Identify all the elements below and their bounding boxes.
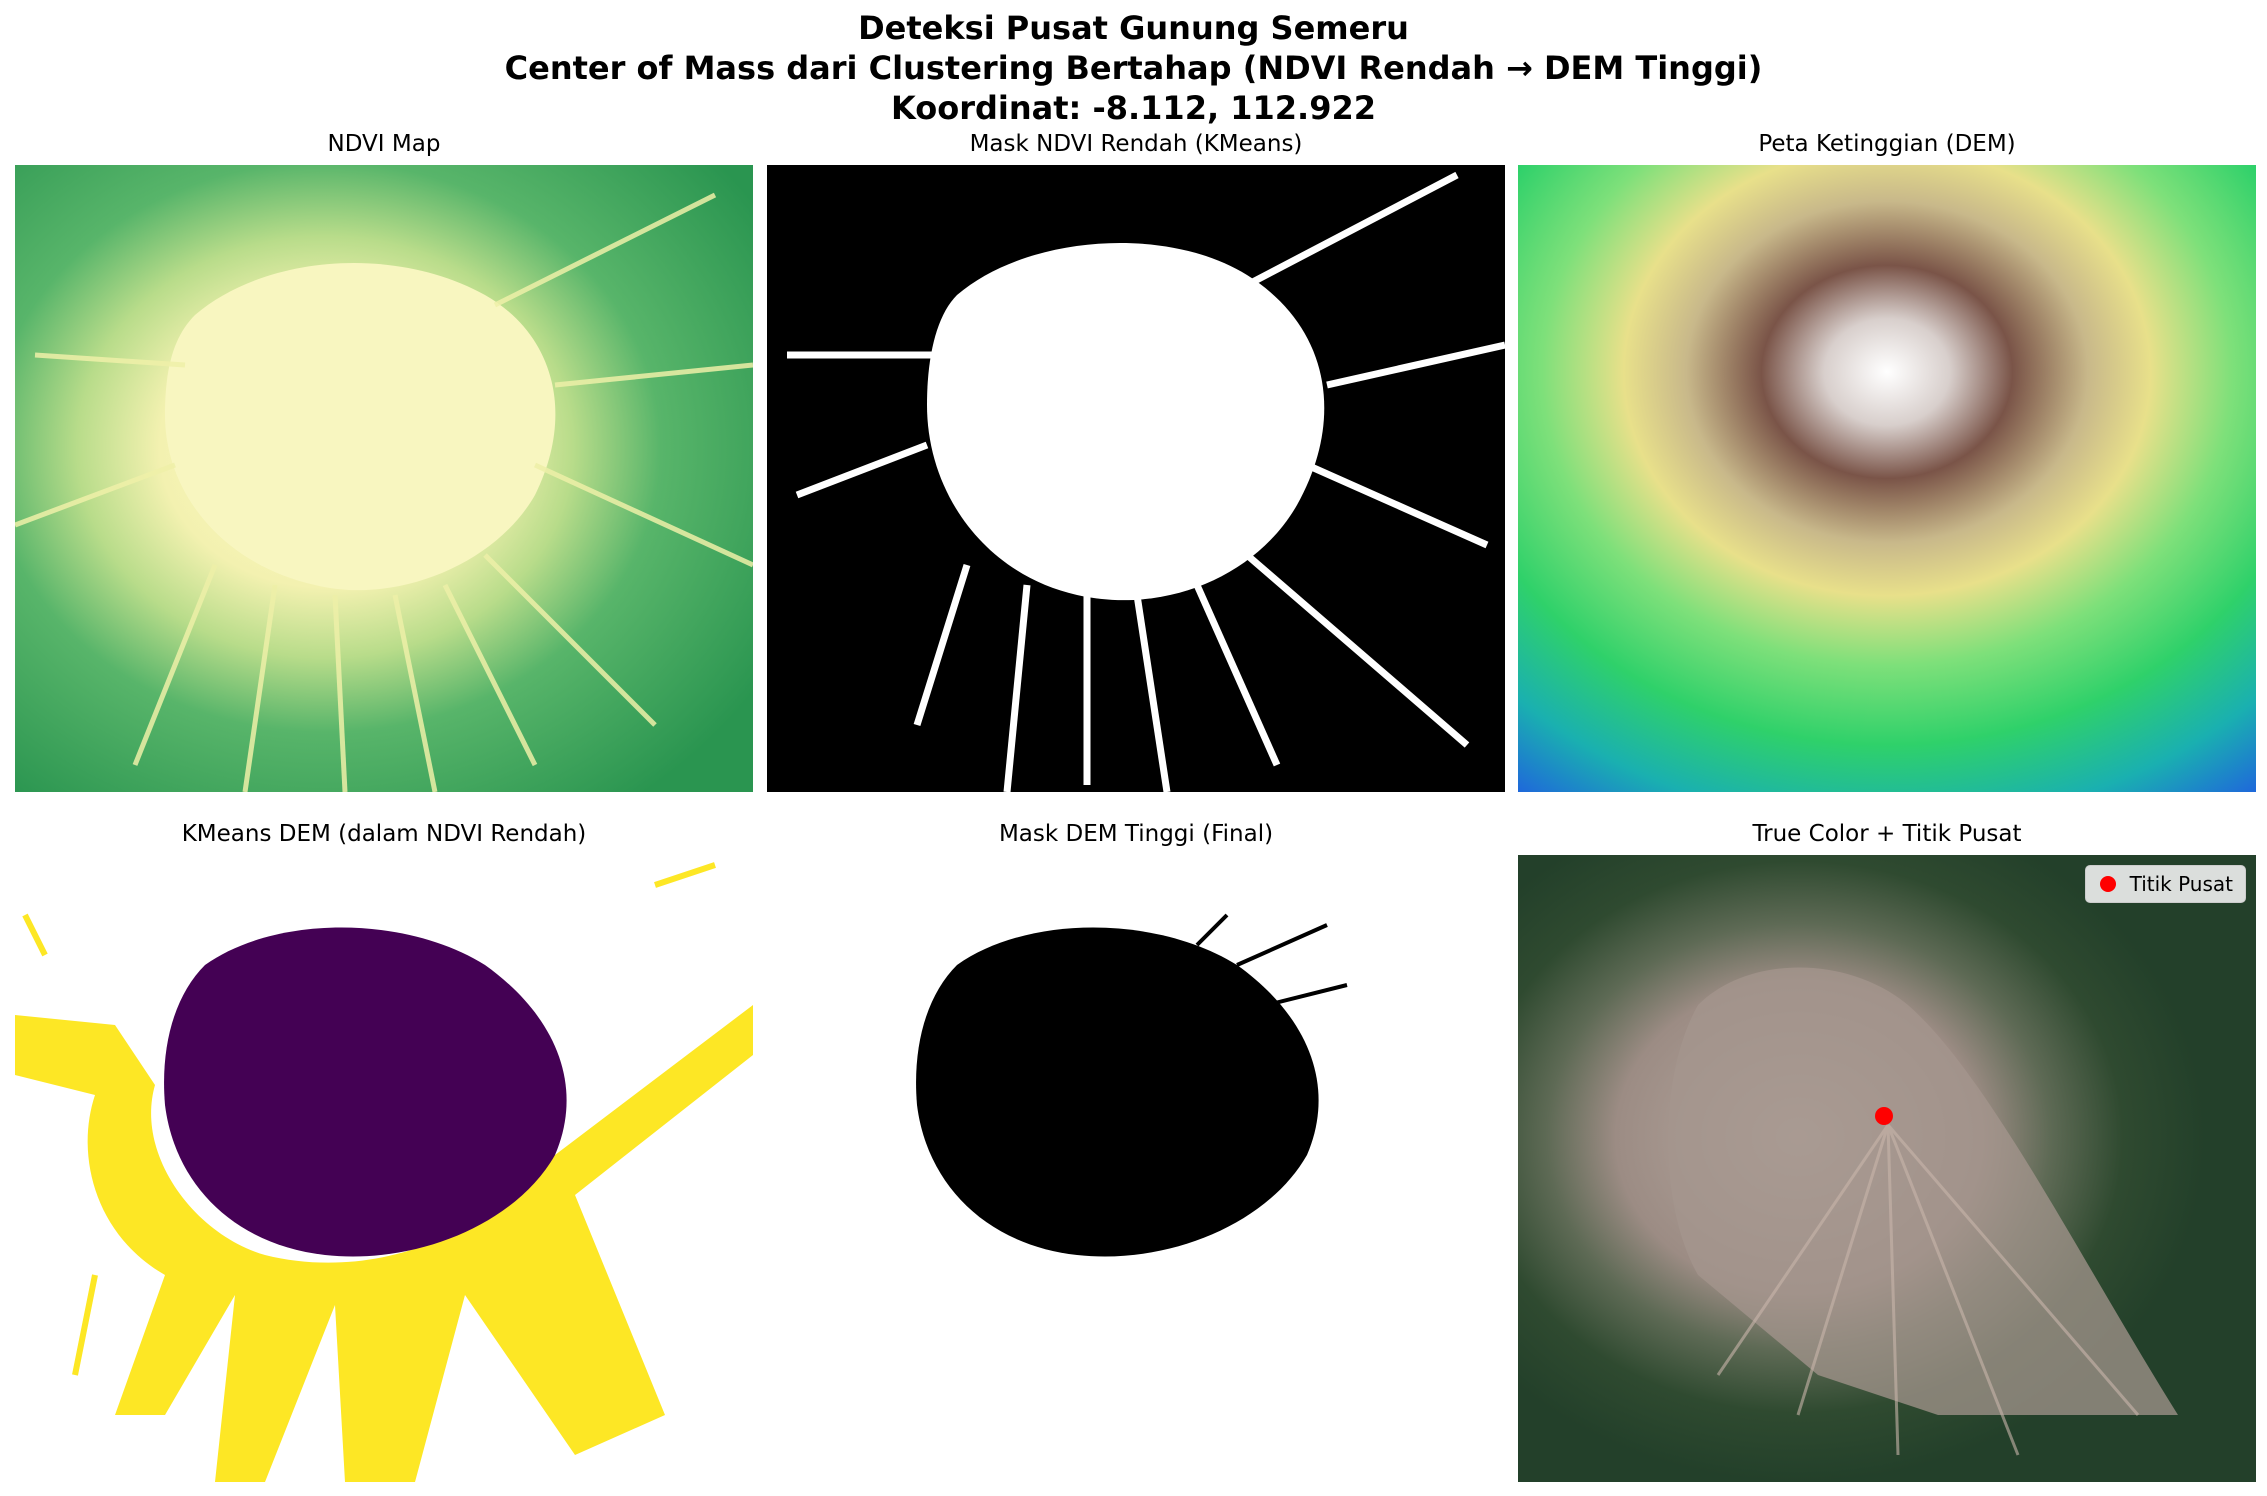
legend-label: Titik Pusat [2129,872,2233,896]
ndvi-map-image [15,165,753,792]
mask-dem-image [767,855,1505,1482]
ndvi-panel-title: NDVI Map [327,131,441,157]
dem-panel-title: Peta Ketinggian (DEM) [1758,131,2016,157]
kmeans-dem-image [15,855,753,1482]
figure-title: Deteksi Pusat Gunung Semeru Center of Ma… [0,8,2267,128]
legend-marker-icon [2099,876,2116,892]
truecolor-panel-title: True Color + Titik Pusat [1752,821,2022,847]
dem-map-image [1518,165,2256,792]
center-point-marker [1875,1107,1893,1125]
figure-title-line2: Center of Mass dari Clustering Bertahap … [504,49,1763,87]
figure-title-line1: Deteksi Pusat Gunung Semeru [858,9,1409,47]
legend: Titik Pusat [2084,865,2246,903]
mask-ndvi-panel-title: Mask NDVI Rendah (KMeans) [969,131,1303,157]
figure-title-line3: Koordinat: -8.112, 112.922 [890,89,1376,127]
truecolor-image: Titik Pusat [1518,855,2256,1482]
mask-dem-panel-title: Mask DEM Tinggi (Final) [998,821,1274,847]
mask-ndvi-image [767,165,1505,792]
kmeans-dem-panel-title: KMeans DEM (dalam NDVI Rendah) [181,821,587,847]
